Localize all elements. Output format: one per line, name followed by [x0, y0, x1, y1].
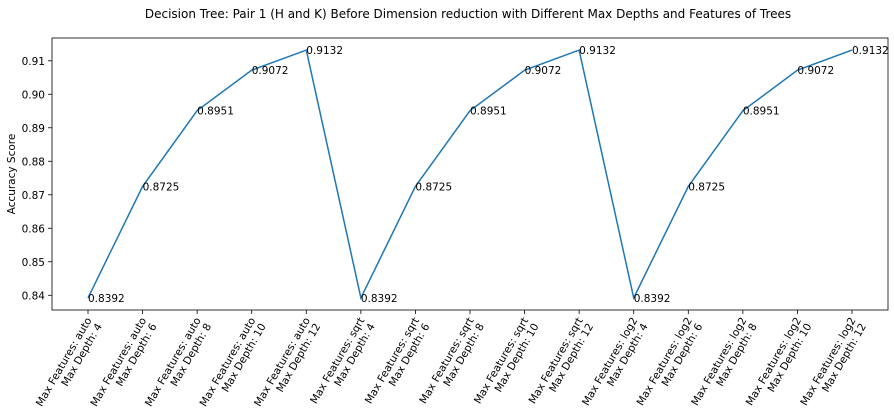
data-label: 0.8392: [88, 293, 125, 305]
y-tick-label: 0.85: [22, 257, 45, 269]
y-tick-label: 0.90: [22, 89, 45, 101]
data-label: 0.8725: [415, 181, 452, 193]
data-label: 0.9072: [252, 65, 289, 77]
y-tick-label: 0.88: [22, 156, 45, 168]
data-label: 0.8951: [743, 106, 780, 118]
y-tick-label: 0.84: [22, 290, 46, 302]
data-label: 0.9132: [579, 45, 616, 57]
data-label: 0.9132: [306, 45, 343, 57]
data-label: 0.9072: [525, 65, 562, 77]
data-label: 0.8725: [143, 181, 180, 193]
y-axis-ticks: 0.84 0.85 0.86 0.87 0.88 0.89 0.90 0.91: [22, 56, 52, 302]
data-label: 0.8392: [361, 293, 398, 305]
data-label: 0.9132: [852, 45, 889, 57]
data-labels: 0.8392 0.8725 0.8951 0.9072 0.9132 0.8392 0.87…: [88, 45, 889, 305]
data-label: 0.8951: [197, 106, 234, 118]
series-line: [87, 49, 853, 301]
data-label: 0.8725: [688, 181, 725, 193]
y-axis-label: Accuracy Score: [6, 134, 18, 215]
data-label: 0.9072: [797, 65, 834, 77]
data-label: 0.8951: [470, 106, 507, 118]
x-tick-label-features: Max Features: auto: [34, 316, 95, 409]
y-tick-label: 0.91: [22, 56, 45, 68]
y-tick-label: 0.89: [22, 123, 45, 135]
chart-title: Decision Tree: Pair 1 (H and K) Before D…: [145, 7, 791, 21]
plot-area-frame: [51, 37, 889, 311]
y-tick-label: 0.86: [22, 223, 46, 235]
data-label: 0.8392: [634, 293, 671, 305]
y-tick-label: 0.87: [22, 190, 45, 202]
